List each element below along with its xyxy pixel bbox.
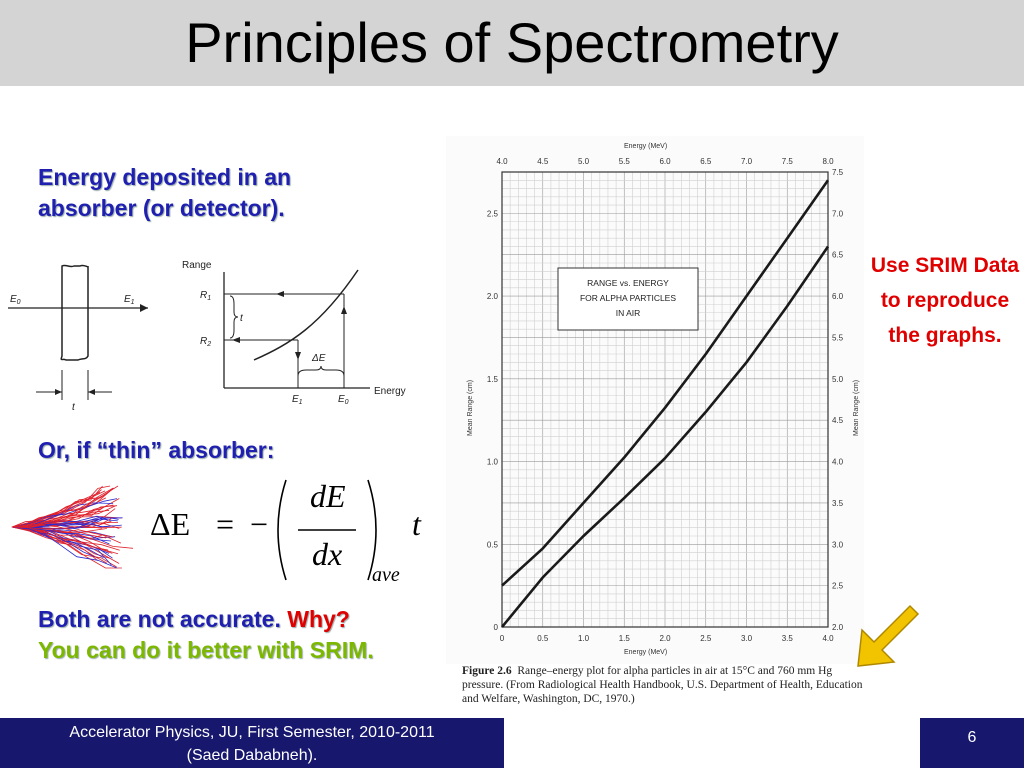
box-line-2: FOR ALPHA PARTICLES bbox=[580, 293, 676, 303]
y-left-tick-label: 2.0 bbox=[487, 292, 499, 301]
energy-heading: Energy deposited in an absorber (or dete… bbox=[38, 164, 292, 221]
y-right-tick-label: 3.5 bbox=[832, 499, 844, 508]
particle-track bbox=[11, 523, 114, 529]
range-energy-diagram: Range Energy t R1 R2 ΔE E1 E0 bbox=[182, 260, 406, 406]
box-line-3: IN AIR bbox=[616, 308, 641, 318]
footer-author: (Saed Dababneh). bbox=[186, 747, 318, 764]
y-right-tick-label: 3.0 bbox=[832, 540, 844, 549]
x-bottom-tick-label: 2.0 bbox=[659, 634, 671, 643]
x-bottom-tick-label: 1.5 bbox=[619, 634, 631, 643]
conclusion-part1: Both are not accurate. bbox=[38, 606, 288, 632]
x-top-tick-label: 7.5 bbox=[782, 157, 794, 166]
x-bottom-tick-label: 3.5 bbox=[782, 634, 794, 643]
range-energy-figure: Energy (MeV) Energy (MeV) Mean Range (cm… bbox=[446, 136, 864, 664]
title-bar bbox=[0, 0, 1024, 86]
range-t-label: t bbox=[240, 313, 244, 324]
top-axis-title: Energy (MeV) bbox=[624, 143, 667, 150]
particle-track bbox=[11, 526, 118, 569]
y-right-tick-label: 7.0 bbox=[832, 209, 844, 218]
formula-parentheses bbox=[277, 479, 377, 581]
formula-subscript: ave bbox=[372, 564, 400, 586]
particle-track bbox=[11, 487, 114, 528]
absorber-e1-label: E1 bbox=[124, 294, 135, 306]
x-top-tick-label: 7.0 bbox=[741, 157, 753, 166]
formula-t: t bbox=[412, 506, 421, 542]
y-right-tick-label: 7.5 bbox=[832, 168, 844, 177]
y-left-tick-label: 2.5 bbox=[487, 209, 499, 218]
y-right-tick-label: 5.5 bbox=[832, 333, 844, 342]
box-line-1: RANGE vs. ENERGY bbox=[587, 278, 669, 288]
absorber-diagram: E0 E1 t bbox=[8, 264, 148, 413]
y-left-tick-label: 0 bbox=[494, 623, 499, 632]
r1-label: R1 bbox=[200, 290, 211, 302]
formula-numerator: dE bbox=[310, 478, 346, 514]
right-axis-title: Mean Range (cm) bbox=[853, 380, 860, 436]
x-top-tick-label: 4.0 bbox=[496, 157, 508, 166]
particle-track bbox=[11, 485, 119, 528]
x-top-tick-label: 6.5 bbox=[700, 157, 712, 166]
particle-track bbox=[11, 505, 116, 529]
particle-track bbox=[11, 526, 117, 568]
thin-absorber-formula: ΔE = − dE dx ave t bbox=[150, 470, 440, 590]
bottom-axis-title: Energy (MeV) bbox=[624, 649, 667, 656]
x-bottom-tick-label: 0.5 bbox=[537, 634, 549, 643]
range-curve-high-energy bbox=[501, 179, 830, 587]
x-top-tick-label: 4.5 bbox=[537, 157, 549, 166]
conclusion-why: Why? bbox=[287, 606, 350, 632]
y-left-tick-label: 1.5 bbox=[487, 375, 499, 384]
figure-caption-label: Figure 2.6 bbox=[462, 665, 512, 677]
figure-title-box bbox=[557, 267, 699, 331]
y-left-tick-label: 1.0 bbox=[487, 458, 499, 467]
footer-course: Accelerator Physics, JU, First Semester,… bbox=[69, 724, 435, 741]
figure-caption: Figure 2.6 Range–energy plot for alpha p… bbox=[462, 664, 872, 706]
x-top-tick-label: 5.0 bbox=[578, 157, 590, 166]
particle-track bbox=[11, 498, 118, 528]
x-top-tick-label: 5.5 bbox=[619, 157, 631, 166]
footer-bar: Accelerator Physics, JU, First Semester,… bbox=[0, 718, 504, 768]
y-right-tick-label: 4.0 bbox=[832, 458, 844, 467]
figure-caption-text: Range–energy plot for alpha particles in… bbox=[462, 665, 863, 705]
x-bottom-tick-label: 1.0 bbox=[578, 634, 590, 643]
y-left-tick-label: 0.5 bbox=[487, 540, 499, 549]
delta-e-label: ΔE bbox=[311, 353, 326, 364]
y-right-tick-label: 2.0 bbox=[832, 623, 844, 632]
conclusion-text: Both are not accurate. Why? You can do it… bbox=[38, 604, 438, 666]
left-axis-title: Mean Range (cm) bbox=[467, 380, 474, 436]
conclusion-part2: You can do it better with SRIM. bbox=[38, 637, 374, 663]
x-bottom-tick-label: 0 bbox=[500, 634, 505, 643]
x-top-tick-label: 6.0 bbox=[659, 157, 671, 166]
y-right-tick-label: 6.5 bbox=[832, 251, 844, 260]
formula-denominator: dx bbox=[312, 536, 343, 572]
formula-minus: − bbox=[250, 506, 269, 542]
thin-heading: Or, if “thin” absorber: bbox=[38, 437, 275, 463]
x-top-tick-label: 8.0 bbox=[822, 157, 834, 166]
formula-lhs: ΔE bbox=[150, 506, 191, 542]
absorber-t-label: t bbox=[72, 402, 76, 413]
particle-track bbox=[11, 526, 134, 549]
energy-axis-label: Energy bbox=[374, 386, 406, 397]
range-curve-low-energy bbox=[500, 245, 830, 628]
formula-equals: = bbox=[216, 506, 235, 542]
srim-note: Use SRIM Data to reproduce the graphs. bbox=[870, 254, 1020, 347]
plot-frame bbox=[501, 171, 829, 628]
e0-label: E0 bbox=[338, 394, 349, 406]
r2-label: R2 bbox=[200, 336, 211, 348]
x-bottom-tick-label: 3.0 bbox=[741, 634, 753, 643]
page-number: 6 bbox=[920, 718, 1024, 768]
y-right-tick-label: 5.0 bbox=[832, 375, 844, 384]
e1-label: E1 bbox=[292, 394, 303, 406]
y-right-tick-label: 4.5 bbox=[832, 416, 844, 425]
x-bottom-tick-label: 4.0 bbox=[822, 634, 834, 643]
y-right-tick-label: 6.0 bbox=[832, 292, 844, 301]
range-axis-label: Range bbox=[182, 260, 212, 271]
x-bottom-tick-label: 2.5 bbox=[700, 634, 712, 643]
absorber-e0-label: E0 bbox=[10, 294, 21, 306]
particle-tracks-image bbox=[11, 485, 134, 569]
particle-track bbox=[11, 495, 104, 528]
y-right-tick-label: 2.5 bbox=[832, 582, 844, 591]
slide-title: Principles of Spectrometry bbox=[185, 11, 839, 74]
yellow-arrow-icon bbox=[857, 604, 920, 667]
